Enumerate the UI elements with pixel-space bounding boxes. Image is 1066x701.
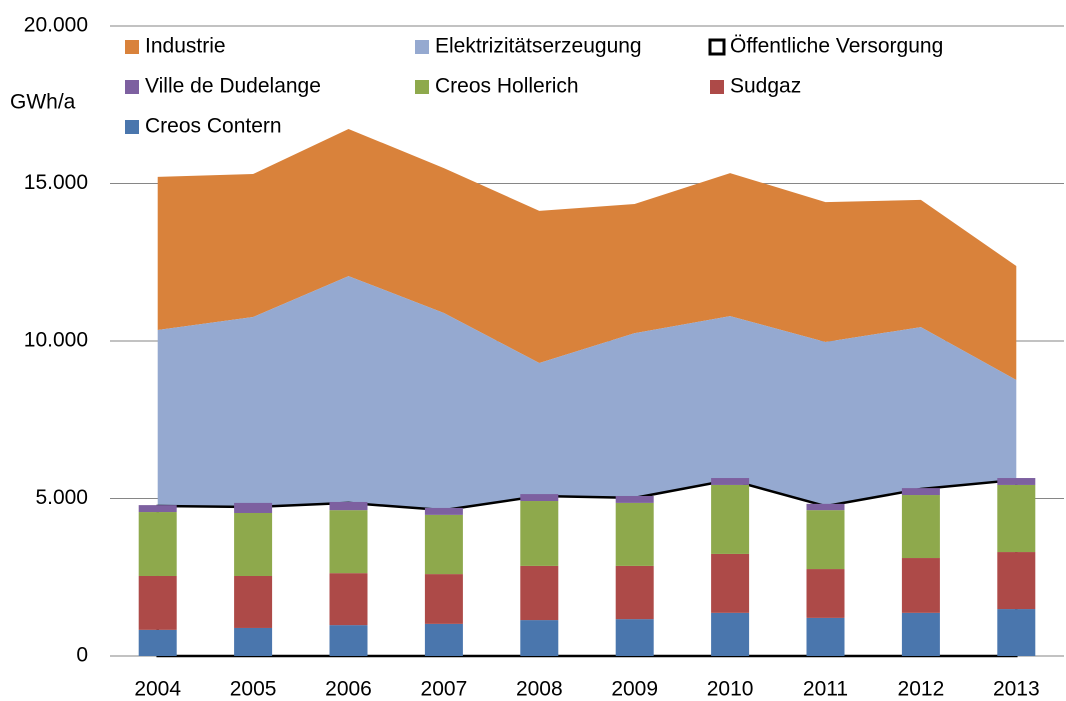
legend-label: Industrie <box>145 35 226 58</box>
bar <box>711 478 750 485</box>
bar <box>615 619 654 656</box>
bar <box>997 609 1036 656</box>
y-tick-label: 15.000 <box>24 171 88 194</box>
y-axis-label: GWh/a <box>10 91 76 114</box>
y-tick-label: 10.000 <box>24 329 88 352</box>
bar <box>329 573 368 626</box>
bar <box>520 494 559 502</box>
bar <box>424 574 463 624</box>
bar <box>234 502 273 513</box>
bar <box>711 612 750 656</box>
legend-swatch <box>708 38 726 56</box>
bar <box>901 488 940 496</box>
x-tick-label: 2010 <box>707 678 754 701</box>
bar <box>424 514 463 575</box>
bar <box>329 501 368 511</box>
x-tick-label: 2013 <box>993 678 1040 701</box>
areas <box>156 129 1018 658</box>
legend-swatch <box>125 120 139 134</box>
legend-label: Creos Contern <box>145 115 282 138</box>
legend-label: Ville de Dudelange <box>145 75 321 98</box>
bar <box>806 569 845 618</box>
labels: 0 5.000 10.000 15.000 20.000 2004 2005 2006 2007… <box>24 14 1040 701</box>
legend-swatch <box>125 80 139 94</box>
area <box>157 129 1017 381</box>
bar <box>615 502 654 566</box>
bar <box>138 512 177 576</box>
x-tick-label: 2012 <box>898 678 945 701</box>
bar <box>997 552 1036 610</box>
bar <box>424 623 463 656</box>
x-tick-label: 2005 <box>230 678 277 701</box>
bar <box>997 478 1036 485</box>
x-tick-label: 2009 <box>611 678 658 701</box>
bar <box>138 505 177 513</box>
legend-label: Creos Hollerich <box>435 75 579 98</box>
bar <box>806 617 845 656</box>
y-tick-label: 5.000 <box>35 486 88 509</box>
bars <box>138 478 1036 656</box>
legend-label: Sudgaz <box>730 75 801 98</box>
bar <box>424 507 463 515</box>
x-tick-label: 2006 <box>325 678 372 701</box>
bar <box>329 625 368 656</box>
bar <box>997 484 1036 553</box>
bar <box>711 553 750 613</box>
legend-swatch <box>125 40 139 54</box>
bar <box>520 501 559 566</box>
bar <box>806 510 845 570</box>
bar <box>138 629 177 656</box>
x-tick-label: 2011 <box>803 678 848 701</box>
bar <box>901 612 940 656</box>
bar <box>615 495 654 503</box>
x-tick-label: 2007 <box>421 678 468 701</box>
bar <box>901 495 940 559</box>
x-tick-label: 2008 <box>516 678 563 701</box>
legend-label: Öffentliche Versorgung <box>730 35 943 58</box>
bar <box>138 575 177 630</box>
legend-swatch <box>710 80 724 94</box>
bar <box>711 484 750 554</box>
legend-swatch <box>415 80 429 94</box>
bar <box>901 558 940 613</box>
bar <box>234 575 273 628</box>
legend-label: Elektrizitätserzeugung <box>435 35 642 58</box>
x-tick-label: 2004 <box>134 678 181 701</box>
area <box>156 478 1018 658</box>
legend-swatch <box>415 40 429 54</box>
bar <box>234 627 273 656</box>
bar <box>520 565 559 621</box>
y-tick-label: 0 <box>76 644 88 667</box>
area <box>157 276 1017 511</box>
bar <box>234 512 273 576</box>
bar <box>615 565 654 620</box>
bar <box>329 510 368 574</box>
y-tick-label: 20.000 <box>24 14 88 37</box>
bar <box>520 620 559 656</box>
bar <box>806 503 845 511</box>
